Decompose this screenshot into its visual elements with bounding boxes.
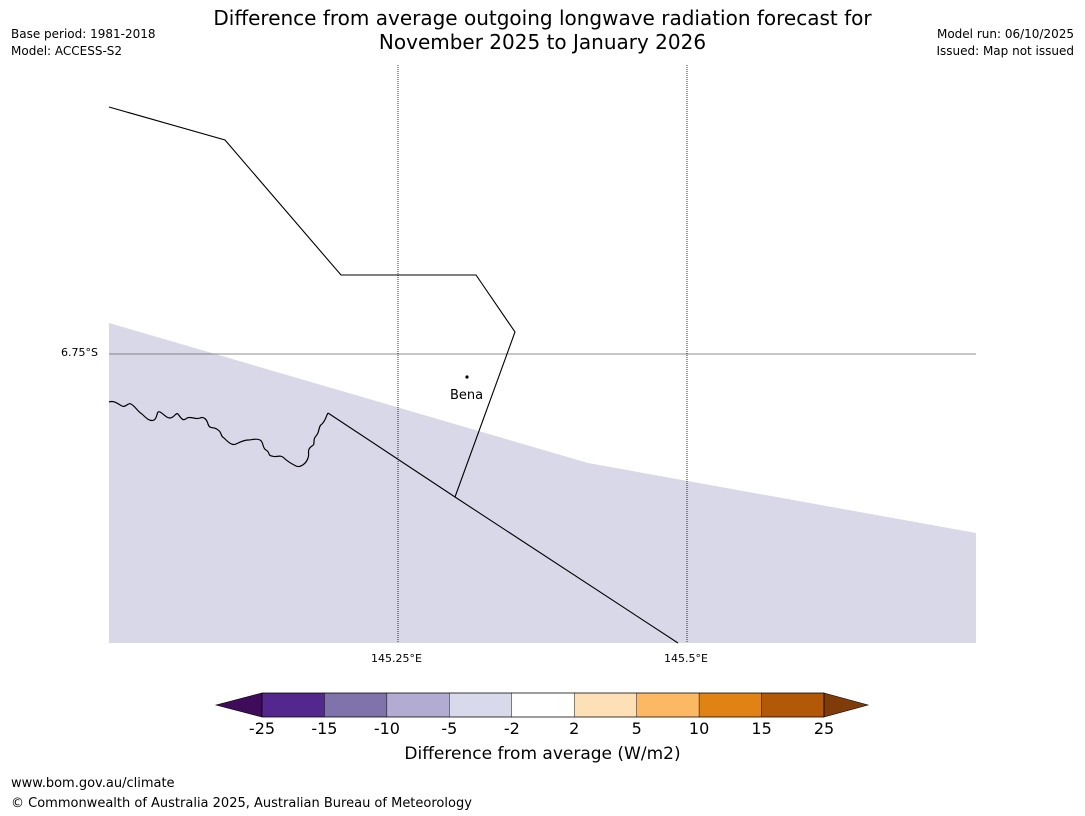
issued-status: Issued: Map not issued [936,44,1074,58]
colorbar-swatch [449,692,512,718]
province-boundary [108,106,516,498]
river-line [108,400,329,468]
colorbar-swatch [761,692,825,718]
colorbar-tick-label: -25 [248,719,276,738]
colorbar-tick-label: -15 [311,719,338,738]
lat-label: 6.75°S [61,346,98,359]
colorbar-tick-label: -2 [503,719,520,738]
colorbar-tick-label: -10 [373,719,400,738]
colorbar-swatch [386,692,450,718]
colorbar-tick-label: 5 [631,719,642,738]
colorbar-frame [261,692,825,718]
colorbar-tick-label: 25 [813,719,835,738]
colorbar-title: Difference from average (W/m2) [404,744,681,764]
colorbar-tick-label: 2 [569,719,580,738]
colorbar-swatch [636,692,700,718]
town-label: Bena [450,388,484,403]
lon-label-145-25: 145.25°E [371,652,422,665]
title-line-1: Difference from average outgoing longwav… [213,6,872,30]
model-run: Model run: 06/10/2025 [936,27,1074,41]
title-line-2: November 2025 to January 2026 [378,30,707,54]
footer-url[interactable]: www.bom.gov.au/climate [11,776,175,791]
meta-left: Base period: 1981-2018 Model: ACCESS-S2 [11,26,156,60]
map-title: Difference from average outgoing longwav… [0,6,1085,54]
colorbar-swatch [261,692,325,718]
model-name: Model: ACCESS-S2 [11,44,123,58]
colorbar-swatch [511,692,575,718]
shaded-region [109,323,976,643]
colorbar-low-extension [214,692,263,718]
colorbar-swatch [574,692,637,718]
lon-label-145-5: 145.5°E [664,652,708,665]
colorbar-tick-label: -5 [441,719,458,738]
colorbar-tick-label: 15 [751,719,772,738]
town-marker [465,375,469,379]
colorbar-swatch [324,692,388,718]
colorbar-high-extension [823,692,870,718]
colorbar-swatch [698,692,762,718]
footer-copyright: © Commonwealth of Australia 2025, Austra… [11,796,472,811]
province-boundary-south [327,412,679,644]
base-period: Base period: 1981-2018 [11,27,156,41]
meta-right: Model run: 06/10/2025 Issued: Map not is… [936,26,1074,60]
colorbar-tick-label: 10 [688,719,710,738]
